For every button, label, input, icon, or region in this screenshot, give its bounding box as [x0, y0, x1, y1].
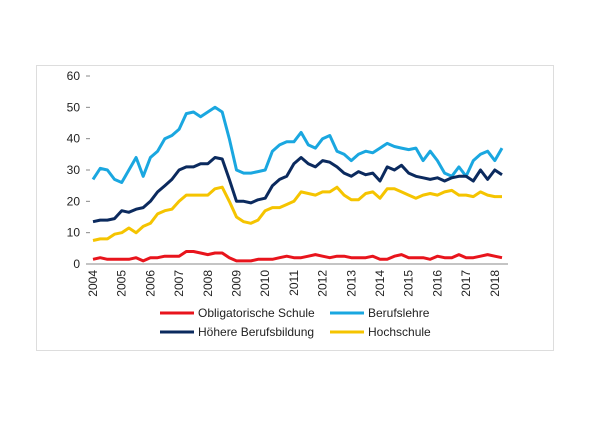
x-tick-label: 2009 — [230, 270, 244, 297]
x-tick-label: 2006 — [143, 270, 157, 297]
y-tick-label: 0 — [73, 257, 80, 271]
legend-label: Hochschule — [368, 325, 431, 339]
x-tick-label: 2004 — [86, 270, 100, 297]
x-tick-label: 2008 — [201, 270, 215, 297]
x-tick-label: 2010 — [258, 270, 272, 297]
x-tick-label: 2018 — [488, 270, 502, 297]
x-tick-label: 2016 — [430, 270, 444, 297]
series-line — [92, 156, 503, 224]
legend-label: Höhere Berufsbildung — [198, 325, 314, 339]
legend-label: Berufslehre — [368, 306, 430, 320]
y-tick-label: 10 — [67, 226, 81, 240]
y-tick-label: 60 — [67, 69, 81, 83]
series-line — [92, 250, 503, 263]
x-tick-label: 2007 — [172, 270, 186, 297]
y-tick-label: 30 — [67, 163, 81, 177]
x-tick-label: 2014 — [373, 270, 387, 297]
x-tick-label: 2011 — [287, 270, 301, 296]
y-tick-label: 20 — [67, 194, 81, 208]
x-tick-label: 2005 — [115, 270, 129, 297]
x-tick-label: 2013 — [344, 270, 358, 297]
series-line — [91, 105, 504, 184]
x-tick-label: 2017 — [459, 270, 473, 297]
x-tick-label: 2012 — [316, 270, 330, 297]
legend-label: Obligatorische Schule — [198, 306, 315, 320]
series-line — [92, 185, 502, 242]
y-tick-label: 50 — [67, 100, 81, 114]
y-tick-label: 40 — [67, 132, 81, 146]
chart-frame — [36, 65, 554, 351]
x-tick-label: 2015 — [402, 270, 416, 297]
